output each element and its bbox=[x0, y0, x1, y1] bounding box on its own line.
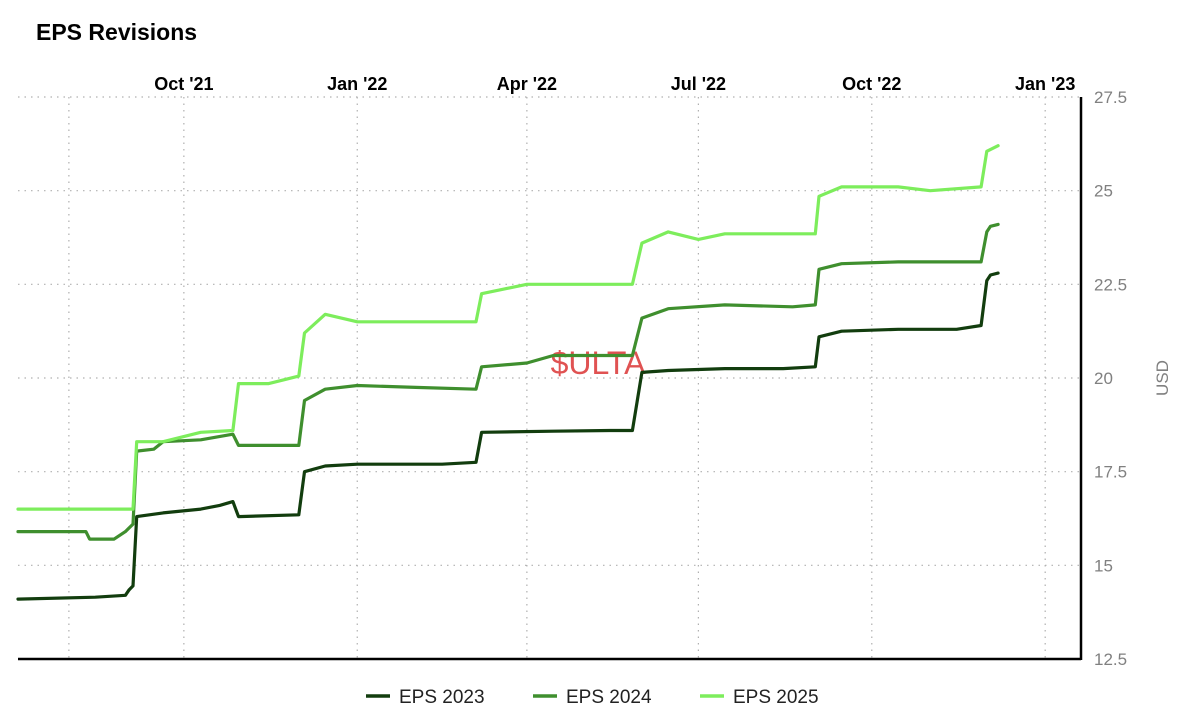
y-tick-label: 27.5 bbox=[1094, 88, 1127, 107]
y-tick-label: 15 bbox=[1094, 556, 1113, 575]
y-axis-ticks: 12.5 15 17.5 20 22.5 25 27.5 bbox=[1094, 88, 1127, 669]
y-tick-label: 25 bbox=[1094, 182, 1113, 201]
x-tick-label: Jan '23 bbox=[1015, 74, 1075, 94]
legend: EPS 2023 EPS 2024 EPS 2025 bbox=[366, 687, 819, 708]
y-tick-label: 17.5 bbox=[1094, 463, 1127, 482]
grid bbox=[18, 96, 1081, 659]
legend-label: EPS 2024 bbox=[566, 687, 652, 708]
ticker-watermark: $ULTA bbox=[551, 345, 647, 381]
y-axis-label: USD bbox=[1153, 360, 1172, 396]
x-tick-label: Jan '22 bbox=[327, 74, 387, 94]
chart-title: EPS Revisions bbox=[36, 19, 197, 45]
y-tick-label: 22.5 bbox=[1094, 275, 1127, 294]
x-tick-label: Apr '22 bbox=[497, 74, 557, 94]
series-line-eps-2024 bbox=[16, 222, 1000, 541]
x-tick-label: Jul '22 bbox=[671, 74, 726, 94]
legend-label: EPS 2023 bbox=[399, 687, 485, 708]
series-line-eps-2023 bbox=[16, 271, 1000, 601]
x-tick-label: Oct '21 bbox=[154, 74, 213, 94]
x-axis-ticks: Oct '21 Jan '22 Apr '22 Jul '22 Oct '22 Jan '… bbox=[154, 74, 1075, 94]
series-lines bbox=[16, 144, 1000, 601]
series-line-eps-2025 bbox=[16, 144, 1000, 511]
x-tick-label: Oct '22 bbox=[842, 74, 901, 94]
legend-label: EPS 2025 bbox=[733, 687, 819, 708]
y-tick-label: 12.5 bbox=[1094, 650, 1127, 669]
y-tick-label: 20 bbox=[1094, 369, 1113, 388]
